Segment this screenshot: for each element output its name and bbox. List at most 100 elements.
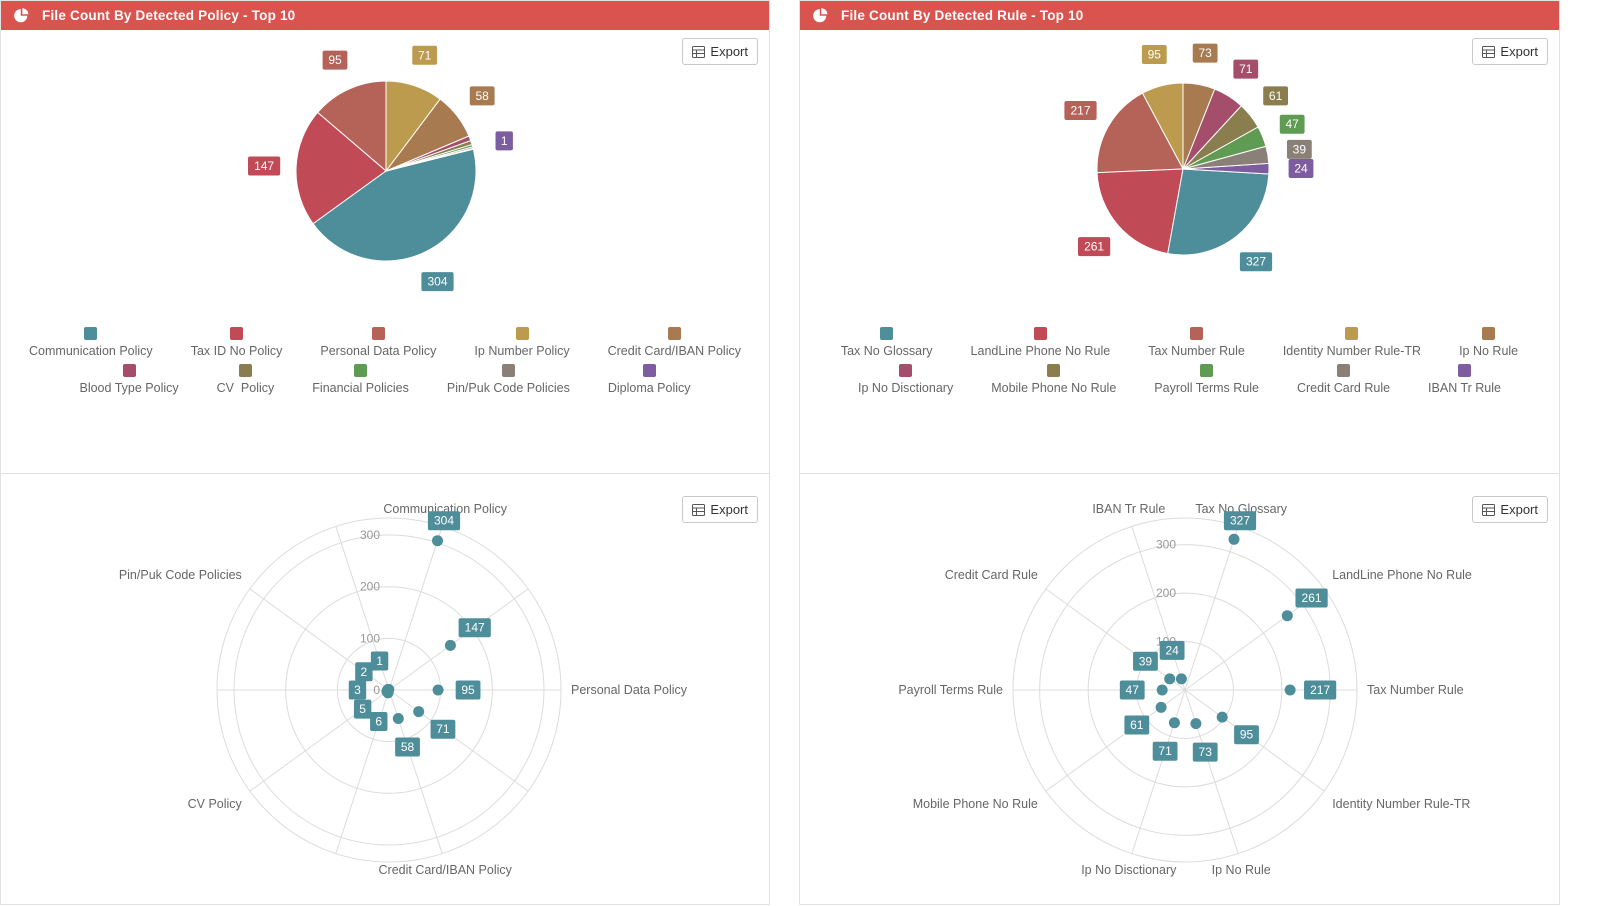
legend-item-iban-tr-rule[interactable]: IBAN Tr Rule	[1428, 364, 1501, 395]
export-button[interactable]: Export	[1472, 496, 1548, 523]
polar-grid-spoke	[1184, 689, 1239, 854]
value-label: 5	[353, 699, 372, 719]
radial-tick-label: 300	[360, 528, 380, 542]
axis-category-label-pin-puk-code-policies: Pin/Puk Code Policies	[119, 568, 242, 582]
legend-swatch	[1458, 364, 1472, 377]
value-label: 217	[1064, 101, 1097, 121]
svg-text:304: 304	[434, 514, 454, 528]
legend-item-cv-policy[interactable]: CV Policy	[216, 364, 275, 395]
legend-item-ip-number-policy[interactable]: Ip Number Policy	[474, 327, 570, 358]
legend-label: Tax No Glossary	[840, 344, 933, 358]
value-label: 304	[427, 511, 461, 531]
pie-chart-policy: 95 147 304 1 58 71	[248, 45, 513, 292]
export-label: Export	[1500, 44, 1538, 59]
svg-text:71: 71	[418, 48, 432, 62]
legend-label: Tax Number Rule	[1148, 344, 1245, 358]
legend-item-pin-puk-code-policies[interactable]: Pin/Puk Code Policies	[447, 364, 570, 395]
panel-title: File Count By Detected Policy - Top 10	[42, 8, 296, 23]
svg-text:47: 47	[1126, 683, 1140, 697]
svg-text:61: 61	[1130, 718, 1144, 732]
legend-item-identity-number-rule-tr[interactable]: Identity Number Rule-TR	[1283, 327, 1421, 358]
legend-item-personal-data-policy[interactable]: Personal Data Policy	[320, 327, 436, 358]
axis-category-label-communication-policy: Communication Policy	[383, 502, 507, 516]
legend-item-credit-card-iban-policy[interactable]: Credit Card/IBAN Policy	[608, 327, 741, 358]
svg-text:39: 39	[1293, 142, 1307, 156]
pie-chart-section: Export 95 217 261 327 24 39 47 61 71 73 Tax No Gl…	[800, 30, 1559, 473]
pie-slice-personal-data-policy	[316, 80, 387, 173]
legend-item-financial-policies[interactable]: Financial Policies	[312, 364, 409, 395]
pie-slice-ip-no-rule	[1182, 82, 1216, 170]
value-label: 39	[1286, 139, 1312, 159]
svg-text:61: 61	[1269, 89, 1283, 103]
legend-item-diploma-policy[interactable]: Diploma Policy	[608, 364, 691, 395]
svg-text:5: 5	[359, 702, 366, 716]
value-label: 2	[355, 662, 373, 682]
legend-swatch	[515, 327, 529, 340]
value-label: 71	[1233, 59, 1259, 79]
export-button[interactable]: Export	[682, 496, 758, 523]
svg-text:1: 1	[501, 134, 508, 148]
legend-swatch	[1190, 327, 1204, 340]
legend-item-communication-policy[interactable]: Communication Policy	[29, 327, 153, 358]
legend-row: Tax No Glossary LandLine Phone No Rule Tax…	[800, 327, 1559, 358]
legend-swatch	[667, 327, 681, 340]
legend-label: Payroll Terms Rule	[1154, 381, 1259, 395]
legend-label: Communication Policy	[29, 344, 153, 358]
legend-item-ip-no-disctionary[interactable]: Ip No Disctionary	[858, 364, 953, 395]
legend-swatch	[84, 327, 98, 340]
legend-swatch	[1337, 364, 1350, 377]
scatter-point-credit-card-rule	[1164, 673, 1176, 685]
legend-swatch	[354, 364, 368, 377]
legend-item-payroll-terms-rule[interactable]: Payroll Terms Rule	[1154, 364, 1259, 395]
svg-text:261: 261	[1302, 591, 1322, 605]
legend-item-tax-id-no-policy[interactable]: Tax ID No Policy	[190, 327, 283, 358]
polar-grid-spoke	[388, 588, 529, 691]
legend-swatch	[371, 327, 385, 340]
legend-label: Financial Policies	[312, 381, 409, 395]
legend-item-tax-no-glossary[interactable]: Tax No Glossary	[841, 327, 933, 358]
svg-text:217: 217	[1310, 683, 1330, 697]
legend-label: Credit Card/IBAN Policy	[607, 344, 741, 358]
radial-tick-label: 100	[360, 631, 380, 645]
scatter-point-iban-tr-rule	[1175, 673, 1187, 685]
value-label: 73	[1192, 43, 1218, 63]
value-label: 58	[395, 737, 420, 757]
polar-grid-spoke	[1131, 689, 1186, 854]
value-label: 147	[458, 618, 491, 638]
export-button[interactable]: Export	[682, 38, 758, 65]
export-icon	[1482, 503, 1496, 516]
policy-panel: File Count By Detected Policy - Top 10 E…	[0, 0, 770, 905]
export-button[interactable]: Export	[1472, 38, 1548, 65]
legend-item-mobile-phone-no-rule[interactable]: Mobile Phone No Rule	[991, 364, 1116, 395]
svg-text:95: 95	[1148, 48, 1162, 62]
legend-item-credit-card-rule[interactable]: Credit Card Rule	[1297, 364, 1390, 395]
legend-label: CV Policy	[216, 381, 275, 395]
legend-swatch	[122, 364, 136, 377]
svg-text:71: 71	[1239, 62, 1253, 76]
legend-item-landline-phone-no-rule[interactable]: LandLine Phone No Rule	[971, 327, 1110, 358]
legend-label: Identity Number Rule-TR	[1282, 344, 1422, 358]
svg-text:1: 1	[376, 654, 383, 668]
legend-item-ip-no-rule[interactable]: Ip No Rule	[1459, 327, 1518, 358]
legend-label: Tax ID No Policy	[190, 344, 283, 358]
pie-chart-section: Export 95 147 304 1 58 71 Communication Polic…	[1, 30, 769, 473]
value-label: 39	[1133, 651, 1158, 671]
legend-item-tax-number-rule[interactable]: Tax Number Rule	[1148, 327, 1245, 358]
value-label: 217	[1304, 680, 1337, 700]
legend-label: Personal Data Policy	[320, 344, 437, 358]
legend-swatch	[880, 327, 894, 340]
value-label: 24	[1159, 640, 1185, 660]
export-icon	[1482, 45, 1496, 58]
polar-grid-spoke	[1131, 526, 1186, 691]
axis-category-label-cv-policy: CV Policy	[188, 797, 243, 811]
scatter-point-diploma-policy	[383, 684, 395, 695]
value-label: 58	[469, 86, 495, 106]
legend-item-blood-type-policy[interactable]: Blood Type Policy	[79, 364, 179, 395]
value-label: 95	[322, 50, 348, 70]
axis-category-label-tax-no-glossary: Tax No Glossary	[1195, 502, 1287, 516]
value-label: 261	[1077, 237, 1111, 257]
legend-row: Ip No Disctionary Mobile Phone No Rule Pay…	[800, 364, 1559, 395]
scatter-point-landline-phone-no-rule	[1281, 610, 1293, 622]
legend-label: Ip No Rule	[1459, 344, 1519, 358]
svg-text:327: 327	[1230, 514, 1250, 528]
